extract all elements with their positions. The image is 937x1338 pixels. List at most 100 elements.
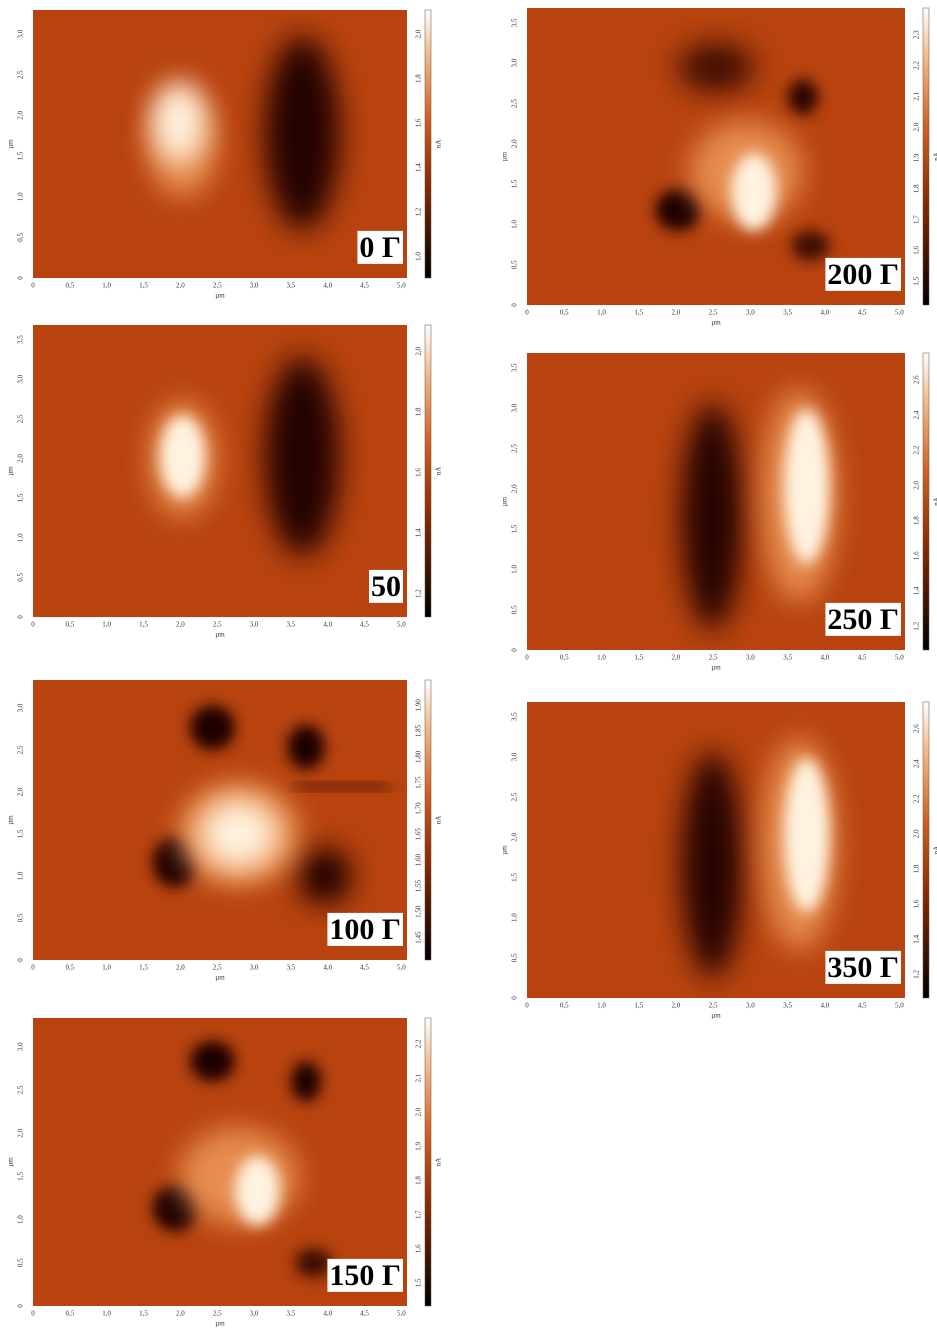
x-tick-label: 0,5 xyxy=(65,964,74,972)
x-tick-label: 1,0 xyxy=(102,964,111,972)
y-tick-label: 0,5 xyxy=(17,572,25,581)
x-tick-label: 5,0 xyxy=(397,1310,406,1318)
y-tick-label: 0,5 xyxy=(17,913,25,922)
colorbar-tick-label: 1,8 xyxy=(913,184,921,193)
panel: 00,51,01,52,02,53,03,54,04,55,0µm00,51,0… xyxy=(501,353,937,672)
colorbar-tick-label: 1,8 xyxy=(913,516,921,525)
colorbar-tick-label: 1,60 xyxy=(415,854,423,867)
y-tick-label: 0 xyxy=(511,648,519,652)
colorbar-tick-label: 1,90 xyxy=(415,699,423,712)
x-tick-label: 0,5 xyxy=(65,282,74,290)
y-tick-label: 1,5 xyxy=(17,151,25,160)
x-tick-label: 3,0 xyxy=(250,1310,259,1318)
figure: 0 0,5 1,0 1,5 2,0 2,5 3,0 3,5 4,0 4,5 5,0 µm 0 0,5 1,0… xyxy=(0,0,937,1338)
colorbar-tick-label: 1,8 xyxy=(415,74,423,83)
y-tick-label: 0 xyxy=(511,303,519,307)
x-tick-label: 4,0 xyxy=(323,621,332,629)
x-tick-label: 0,5 xyxy=(560,309,569,317)
y-tick-label: 3,0 xyxy=(17,1042,25,1051)
colorbar-tick-label: 2,6 xyxy=(913,724,921,733)
y-axis-title: µm xyxy=(7,1157,15,1167)
colorbar-tick-label: 1,6 xyxy=(913,246,921,255)
colorbar-tick-label: 1,85 xyxy=(415,724,423,737)
y-tick-label: 2,5 xyxy=(17,414,25,423)
colorbar-tick-label: 2,3 xyxy=(913,30,921,39)
y-tick-label: 0,5 xyxy=(17,1258,25,1267)
y-tick-label: 1,0 xyxy=(17,533,25,542)
x-tick-label: 1,5 xyxy=(634,1002,643,1010)
x-tick-label: 1,0 xyxy=(597,309,606,317)
x-tick-label: 1,5 xyxy=(634,309,643,317)
y-axis-title: µm xyxy=(7,139,15,149)
y-tick-label: 3,5 xyxy=(511,363,519,372)
y-tick-label: 3,0 xyxy=(511,58,519,67)
x-axis-title: µm xyxy=(711,319,721,327)
colorbar-tick-label: 2,2 xyxy=(415,1039,423,1048)
y-tick-label: 2,5 xyxy=(511,99,519,108)
y-tick-label: 3,0 xyxy=(511,403,519,412)
colorbar-tick-label: 1,70 xyxy=(415,802,423,815)
colorbar-title: nA xyxy=(933,152,937,161)
colorbar-tick-label: 1,8 xyxy=(913,864,921,873)
colorbar-tick-label: 1,50 xyxy=(415,905,423,918)
y-tick-label: 3,5 xyxy=(17,335,25,344)
y-tick-label: 3,5 xyxy=(511,712,519,721)
y-tick-label: 2,5 xyxy=(17,70,25,79)
x-tick-label: 3,0 xyxy=(746,309,755,317)
y-tick-label: 0 xyxy=(17,276,25,280)
x-tick-label: 4,5 xyxy=(858,654,867,662)
colorbar-tick-label: 2,0 xyxy=(415,1107,423,1116)
y-tick-label: 1,0 xyxy=(511,565,519,574)
y-tick-label: 1,5 xyxy=(511,873,519,882)
colorbar-tick-label: 1,6 xyxy=(415,118,423,127)
colorbar-tick-label: 1,65 xyxy=(415,828,423,841)
colorbar-tick-label: 1,45 xyxy=(415,931,423,944)
colorbar-tick-label: 1,4 xyxy=(913,586,921,595)
colorbar-tick-label: 1,2 xyxy=(415,207,423,216)
x-tick-label: 0 xyxy=(31,282,35,290)
x-tick-label: 2,5 xyxy=(213,1310,222,1318)
colorbar-tick-label: 2,1 xyxy=(415,1073,423,1082)
x-tick-label: 1,5 xyxy=(139,282,148,290)
colorbar-tick-label: 2,6 xyxy=(913,375,921,384)
x-tick-label: 4,5 xyxy=(858,309,867,317)
colorbar-tick-label: 1,80 xyxy=(415,750,423,763)
colorbar-tick-label: 2,0 xyxy=(415,346,423,355)
x-tick-label: 4,0 xyxy=(323,282,332,290)
x-tick-label: 4,0 xyxy=(820,1002,829,1010)
colorbar xyxy=(923,8,929,305)
colorbar-title: nA xyxy=(435,1158,443,1167)
y-tick-label: 2,0 xyxy=(511,484,519,493)
y-tick-label: 1,0 xyxy=(17,192,25,201)
x-tick-label: 3,0 xyxy=(250,964,259,972)
colorbar xyxy=(923,702,929,998)
y-tick-label: 1,5 xyxy=(17,1172,25,1181)
x-tick-label: 2,5 xyxy=(213,964,222,972)
x-tick-label: 2,0 xyxy=(176,282,185,290)
y-tick-label: 2,0 xyxy=(17,787,25,796)
x-tick-label: 1,5 xyxy=(634,654,643,662)
x-tick-label: 4,5 xyxy=(360,282,369,290)
y-tick-label: 0,5 xyxy=(511,260,519,269)
colorbar-title: nA xyxy=(933,497,937,506)
colorbar xyxy=(425,325,431,617)
colorbar xyxy=(425,10,431,278)
panel-label: 250 Г xyxy=(827,603,899,636)
colorbar-tick-label: 2,1 xyxy=(913,91,921,100)
x-tick-label: 3,5 xyxy=(286,1310,295,1318)
x-tick-label: 2,5 xyxy=(213,621,222,629)
colorbar-tick-label: 2,0 xyxy=(913,122,921,131)
x-axis-title: µm xyxy=(711,664,721,672)
x-tick-label: 1,0 xyxy=(102,621,111,629)
x-tick-label: 2,5 xyxy=(709,1002,718,1010)
x-tick-label: 2,5 xyxy=(709,654,718,662)
colorbar-tick-label: 1,6 xyxy=(913,899,921,908)
y-tick-label: 1,0 xyxy=(17,1215,25,1224)
panel-label: 100 Г xyxy=(329,913,401,946)
x-tick-label: 3,5 xyxy=(783,1002,792,1010)
x-tick-label: 4,0 xyxy=(820,654,829,662)
x-tick-label: 1,0 xyxy=(597,654,606,662)
x-tick-label: 0,5 xyxy=(65,621,74,629)
y-tick-label: 0,5 xyxy=(17,232,25,241)
